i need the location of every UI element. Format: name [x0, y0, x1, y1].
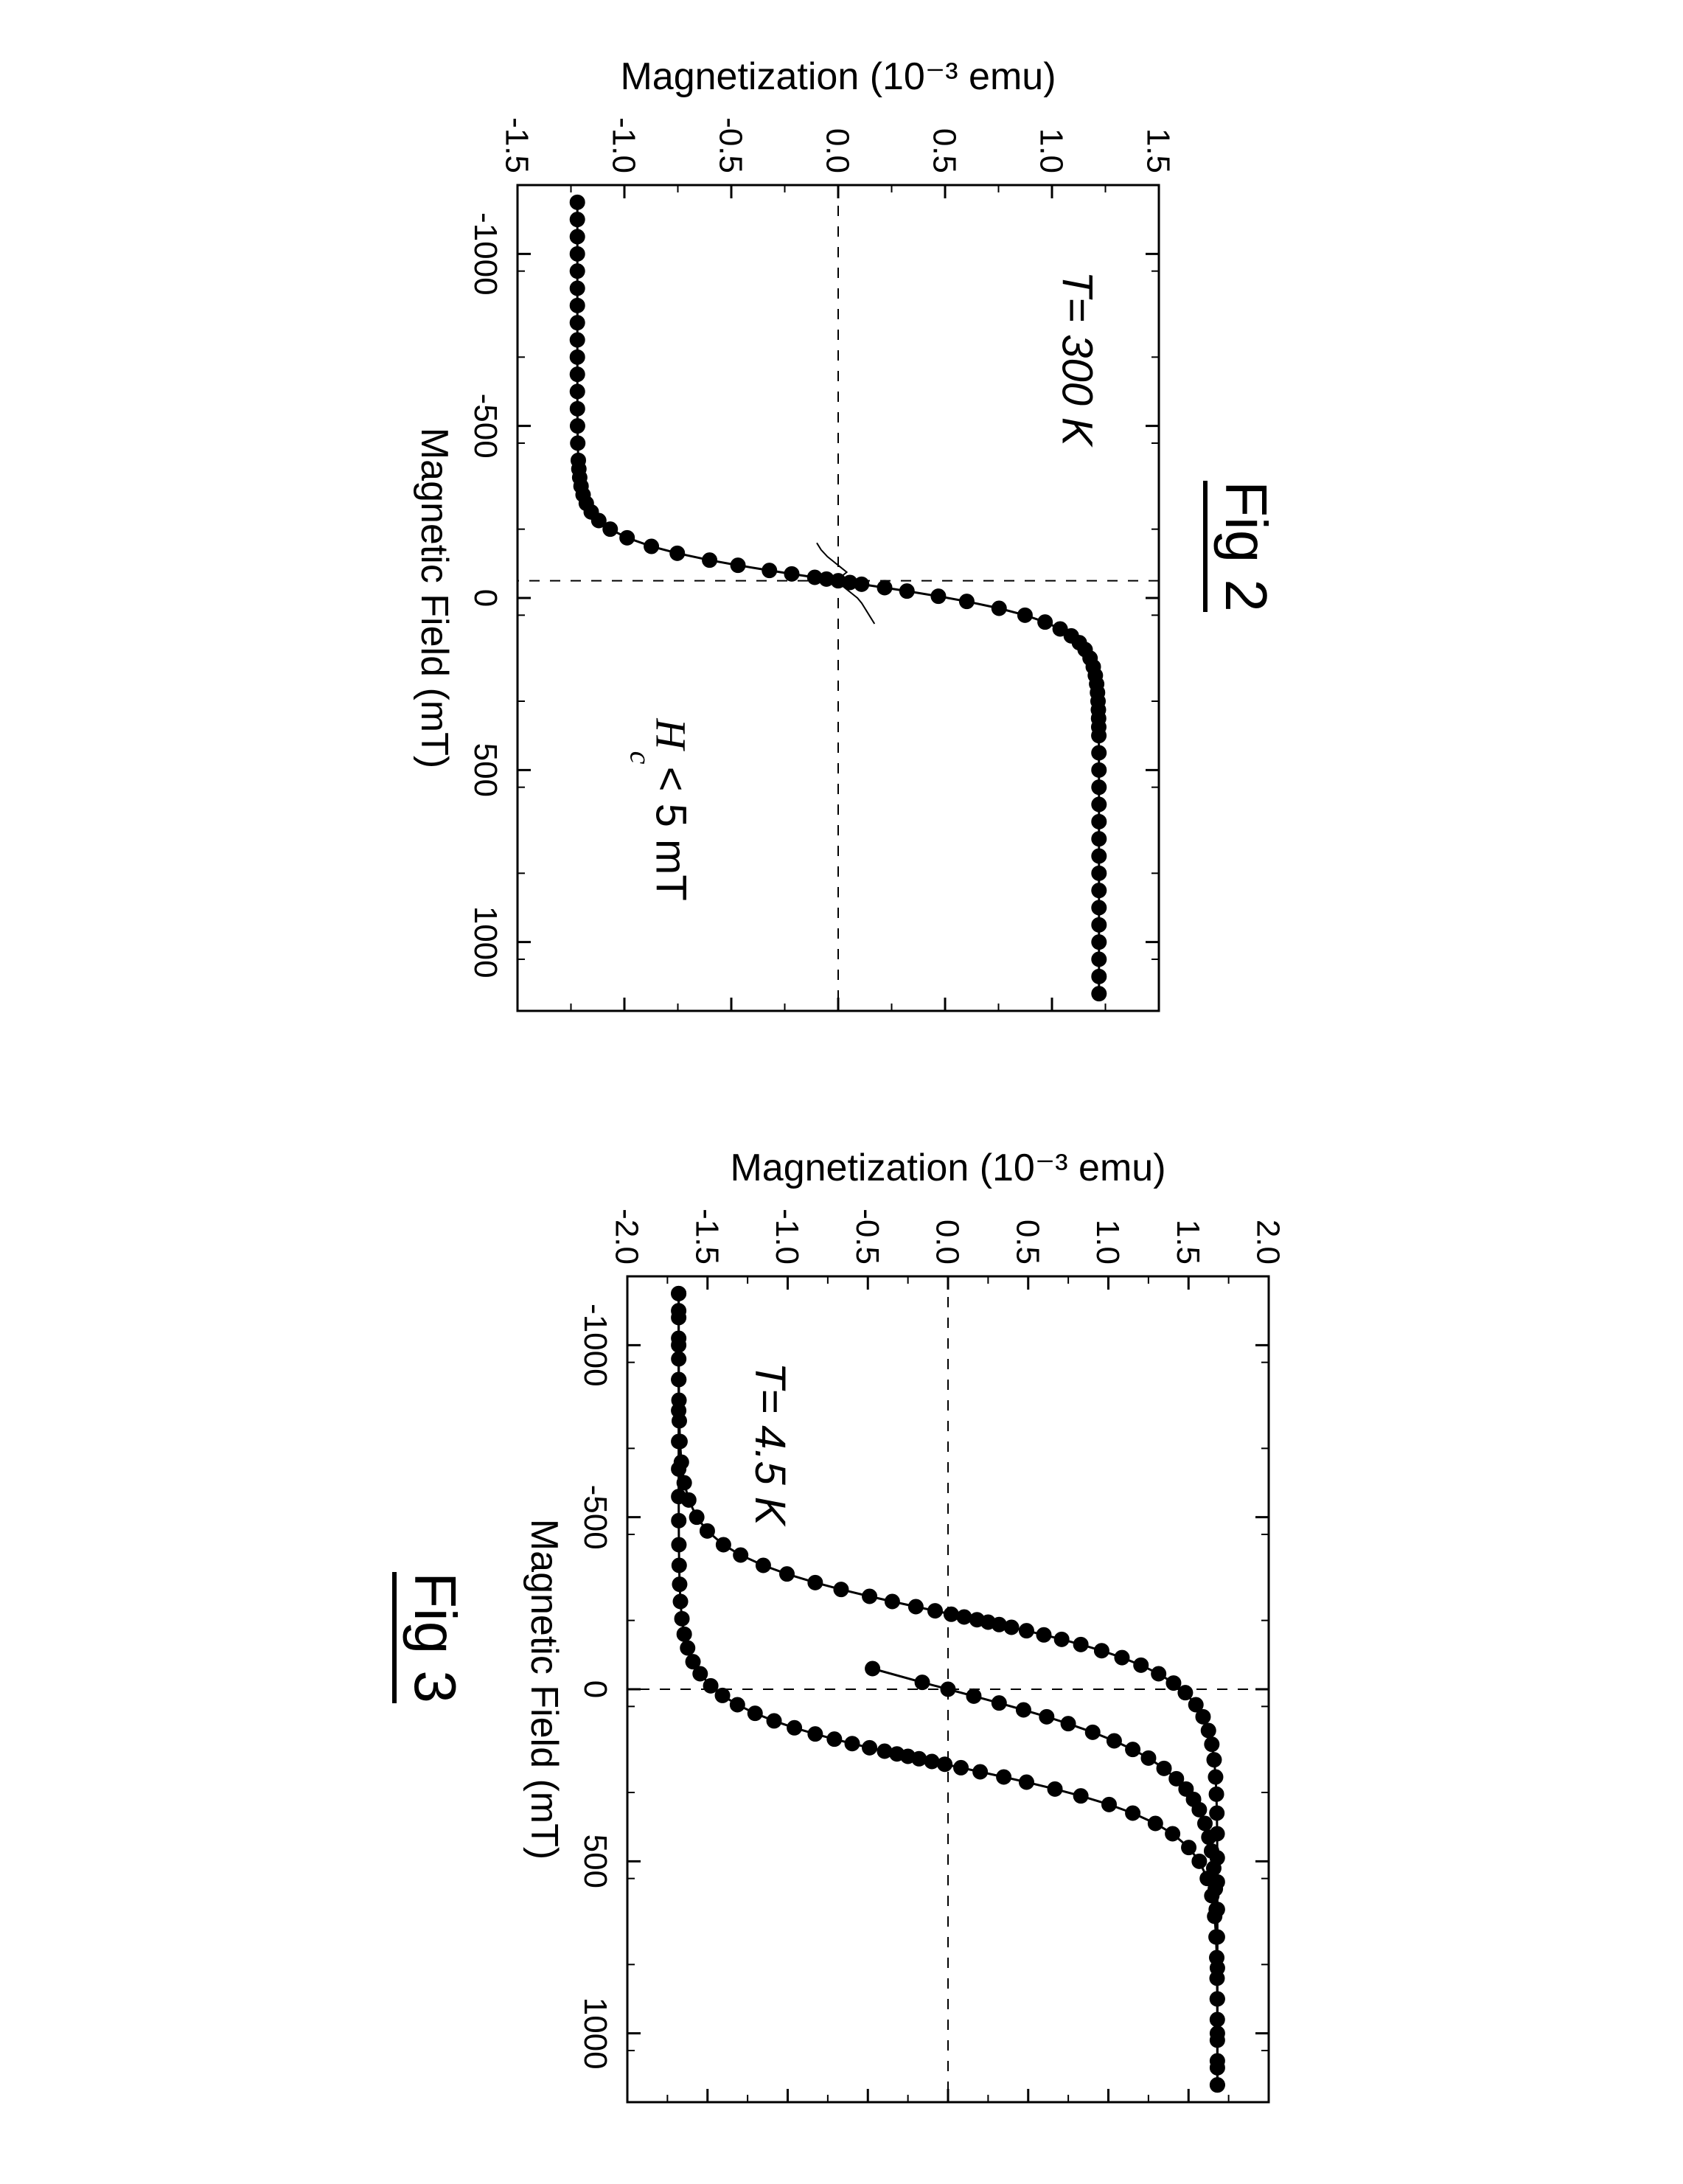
svg-text:1.0: 1.0 — [1090, 1220, 1126, 1265]
svg-text:-2.0: -2.0 — [609, 1208, 645, 1265]
svg-text:-500: -500 — [577, 1485, 613, 1550]
svg-text:0.0: 0.0 — [820, 128, 856, 173]
svg-text:T= 300 K: T= 300 K — [1053, 271, 1101, 448]
svg-text:1000: 1000 — [577, 1997, 613, 2070]
svg-text:500: 500 — [467, 743, 503, 797]
svg-text:Magnetization (10⁻³ emu): Magnetization (10⁻³ emu) — [730, 1147, 1165, 1189]
svg-text:0: 0 — [577, 1680, 613, 1698]
figure-content: Fig 2 -1000 -500 0 500 1000 -1.5 -1.0 -0.5 0.0 0.… — [0, 0, 1683, 2184]
svg-text:0.5: 0.5 — [1009, 1220, 1045, 1265]
svg-text:H: H — [647, 717, 695, 751]
fig3-label: Fig 3 — [392, 1572, 469, 1703]
fig3-panel: -1000 -500 0 500 1000 -2.0 -1.5 -1.0 -0.5 0.0 0.5 1… — [392, 1144, 1291, 2132]
svg-text:0.0: 0.0 — [930, 1220, 966, 1265]
svg-text:-0.5: -0.5 — [713, 117, 749, 173]
svg-text:-1.0: -1.0 — [769, 1208, 805, 1265]
svg-text:1.5: 1.5 — [1170, 1220, 1206, 1265]
svg-text:c: c — [624, 751, 658, 765]
svg-text:1000: 1000 — [467, 906, 503, 978]
svg-text:-0.5: -0.5 — [849, 1208, 885, 1265]
fig2-chart: -1000 -500 0 500 1000 -1.5 -1.0 -0.5 0.0 0.5 1.0 1.… — [403, 52, 1181, 1040]
svg-text:-500: -500 — [467, 394, 503, 459]
fig2-label: Fig 2 — [1203, 481, 1280, 612]
svg-text:-1.5: -1.5 — [499, 117, 535, 173]
svg-text:Magnetic Field (mT): Magnetic Field (mT) — [523, 1519, 565, 1860]
svg-text:1.5: 1.5 — [1140, 128, 1177, 173]
svg-text:500: 500 — [577, 1835, 613, 1888]
svg-text:0: 0 — [467, 589, 503, 607]
svg-text:< 5 mT: < 5 mT — [647, 767, 695, 901]
svg-text:-1000: -1000 — [467, 212, 503, 296]
svg-text:2.0: 2.0 — [1250, 1220, 1286, 1265]
svg-text:0.5: 0.5 — [927, 128, 963, 173]
svg-text:-1.0: -1.0 — [606, 117, 642, 173]
svg-text:-1000: -1000 — [577, 1304, 613, 1387]
svg-text:1.0: 1.0 — [1034, 128, 1070, 173]
fig2-panel: Fig 2 -1000 -500 0 500 1000 -1.5 -1.0 -0.5 0.0 0.… — [403, 52, 1280, 1040]
svg-text:T= 4.5 K: T= 4.5 K — [746, 1363, 794, 1527]
fig3-chart: -1000 -500 0 500 1000 -2.0 -1.5 -1.0 -0.5 0.0 0.5 1… — [513, 1144, 1291, 2132]
svg-text:Magnetization (10⁻³ emu): Magnetization (10⁻³ emu) — [620, 55, 1056, 98]
svg-text:-1.5: -1.5 — [689, 1208, 725, 1265]
svg-text:Magnetic Field (mT): Magnetic Field (mT) — [413, 428, 456, 768]
